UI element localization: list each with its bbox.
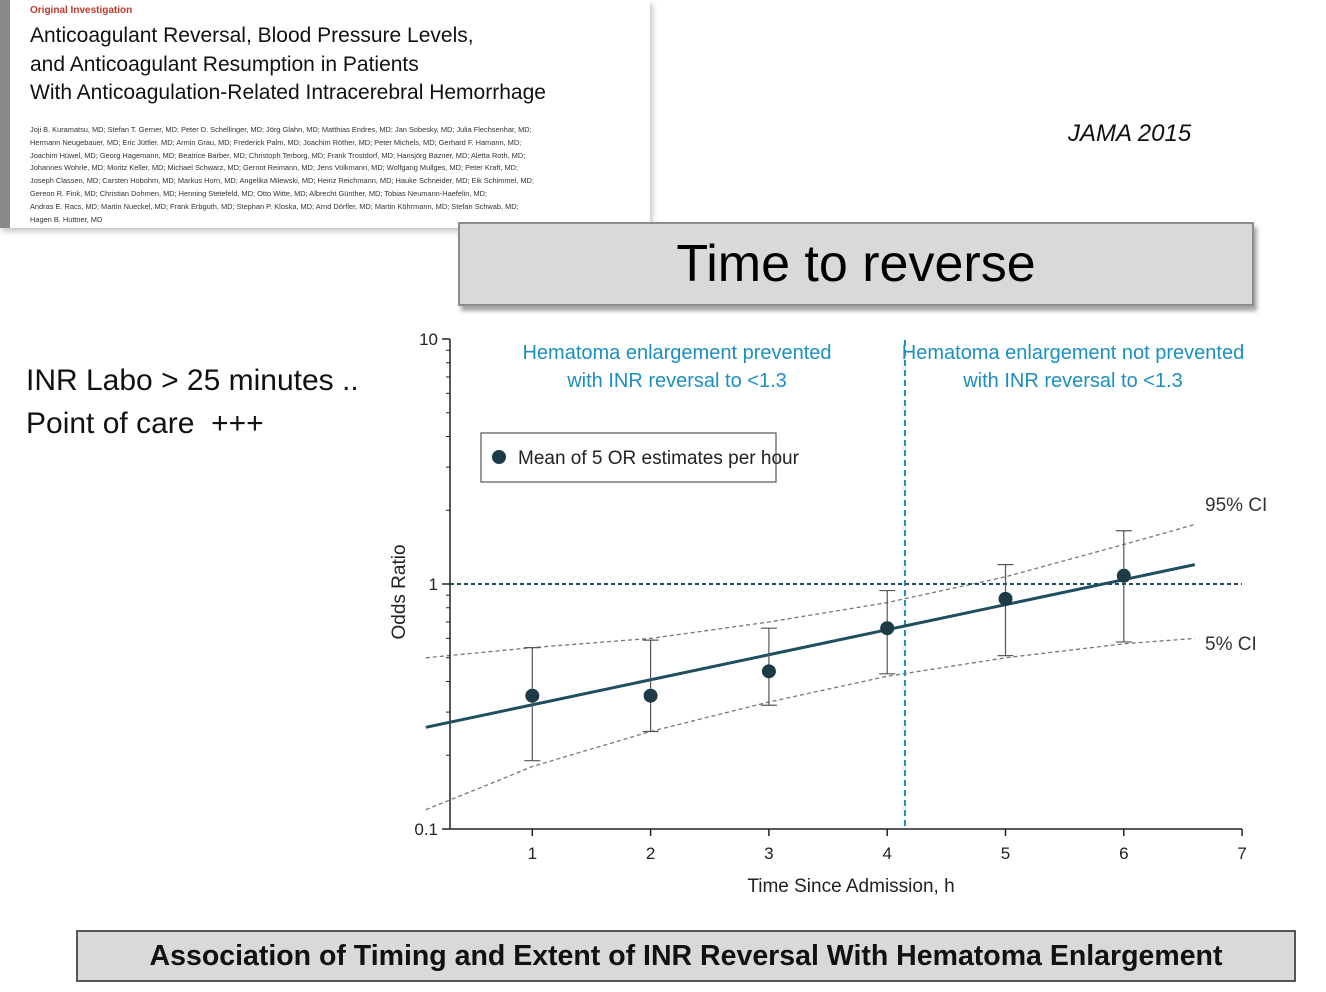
- region-annotation-line: Hematoma enlargement prevented: [522, 342, 831, 364]
- article-title: Anticoagulant Reversal, Blood Pressure L…: [30, 22, 630, 108]
- y-tick-label: 0.1: [414, 820, 438, 839]
- data-point: [880, 621, 895, 636]
- data-point-group: [642, 639, 659, 733]
- x-tick-label: 3: [764, 844, 773, 863]
- fit-line-group: [425, 563, 1196, 729]
- data-point-group: [997, 564, 1014, 657]
- y-axis-label: Odds Ratio: [389, 544, 410, 639]
- journal-citation: JAMA 2015: [1068, 120, 1192, 147]
- y-tick-label: 10: [419, 330, 438, 349]
- data-point: [643, 688, 658, 703]
- slide-heading-box: Time to reverse: [458, 222, 1254, 306]
- regression-line: [425, 563, 1196, 729]
- data-points-group: [524, 530, 1132, 762]
- author-line: Gereon R. Fink, MD; Christian Dohmen, MD…: [30, 188, 488, 198]
- author-line: Johannes Wohrle, MD; Moritz Keller, MD; …: [30, 163, 519, 173]
- author-line: Joseph Classen, MD; Carsten Hobohm, MD; …: [30, 176, 534, 186]
- figure-caption-box: Association of Timing and Extent of INR …: [76, 930, 1296, 982]
- ci-lower-label: 5% CI: [1205, 634, 1257, 655]
- author-line: Joji B. Kuramatsu, MD; Stefan T. Gerner,…: [30, 125, 532, 134]
- x-tick-label: 6: [1119, 844, 1128, 863]
- y-tick-label: 1: [429, 575, 438, 594]
- ci-upper-curve: [425, 523, 1195, 659]
- data-point-group: [524, 647, 541, 762]
- article-title-line: Anticoagulant Reversal, Blood Pressure L…: [30, 24, 474, 47]
- x-tick-label: 7: [1237, 844, 1246, 863]
- ci-upper-label: 95% CI: [1205, 495, 1267, 516]
- x-axis-label: Time Since Admission, h: [747, 876, 954, 897]
- data-point-group: [1115, 530, 1132, 643]
- data-point: [761, 664, 776, 679]
- article-tag: Original Investigation: [30, 5, 133, 16]
- data-point: [525, 688, 540, 703]
- x-tick-label: 5: [1001, 844, 1010, 863]
- author-line: Joachim Hüwel, MD; Georg Hagemann, MD; B…: [30, 150, 526, 160]
- ci-band-group: [425, 523, 1195, 811]
- note-line-1: INR Labo > 25 minutes ..: [26, 364, 359, 397]
- author-line: Hermann Neugebauer, MD; Eric Jüttler, MD…: [30, 137, 522, 147]
- data-point: [1116, 568, 1131, 583]
- x-tick-label: 4: [882, 844, 891, 863]
- figure-caption: Association of Timing and Extent of INR …: [149, 939, 1223, 972]
- data-point-group: [760, 627, 777, 706]
- author-line: Andras E. Racs, MD; Martin Nueckel, MD; …: [30, 201, 519, 211]
- region-annotation-line: Hematoma enlargement not prevented: [902, 342, 1244, 364]
- chart-text-group: Hematoma enlargement prevented with INR r…: [480, 342, 1267, 655]
- legend-label: Mean of 5 OR estimates per hour: [518, 448, 800, 469]
- article-title-line: With Anticoagulation-Related Intracerebr…: [30, 81, 546, 104]
- author-line: Hagen B. Huttner, MD: [30, 214, 103, 224]
- region-annotation-line: with INR reversal to <1.3: [566, 370, 787, 392]
- ci-lower-curve: [425, 637, 1195, 811]
- legend-box: [480, 432, 777, 483]
- data-point-group: [879, 589, 896, 675]
- article-authors: Joji B. Kuramatsu, MD; Stefan T. Gerner,…: [30, 124, 640, 226]
- x-tick-label: 2: [646, 844, 655, 863]
- note-line-2: Point of care +++: [26, 407, 264, 440]
- data-point: [998, 591, 1013, 606]
- region-annotation-line: with INR reversal to <1.3: [962, 370, 1183, 392]
- legend-marker: [492, 450, 506, 464]
- axes-group: 0.1 1 10 1 2 3 4 5 6 7 Time Since Admission, h Odds…: [389, 330, 1247, 897]
- slide-heading: Time to reverse: [676, 235, 1036, 293]
- article-title-line: and Anticoagulant Resumption in Patients: [30, 52, 419, 76]
- x-tick-label: 1: [528, 844, 537, 863]
- reference-lines-group: [450, 340, 1242, 826]
- article-header-card: Original Investigation Anticoagulant Rev…: [0, 0, 650, 228]
